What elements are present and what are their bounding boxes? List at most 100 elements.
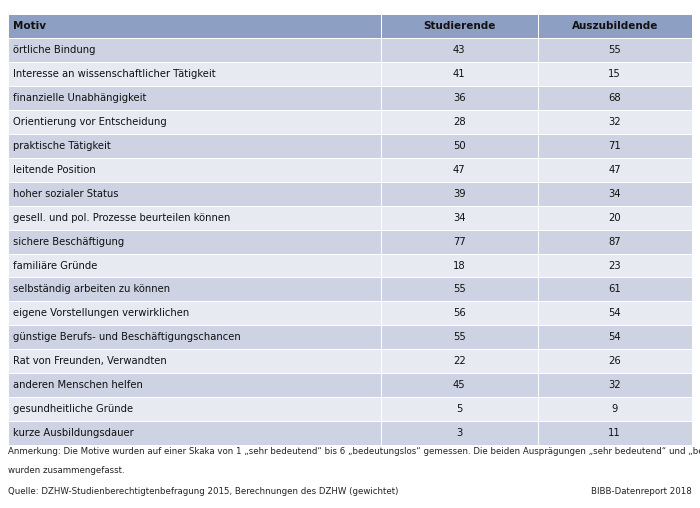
Bar — [538, 86, 692, 110]
Text: 3: 3 — [456, 428, 463, 438]
Text: hoher sozialer Status: hoher sozialer Status — [13, 188, 119, 199]
Text: Quelle: DZHW-Studienberechtigtenbefragung 2015, Berechnungen des DZHW (gewichtet: Quelle: DZHW-Studienberechtigtenbefragun… — [8, 487, 399, 496]
Text: 87: 87 — [608, 237, 621, 246]
Bar — [538, 350, 692, 373]
Text: örtliche Bindung: örtliche Bindung — [13, 45, 96, 55]
Text: Orientierung vor Entscheidung: Orientierung vor Entscheidung — [13, 117, 167, 127]
Bar — [8, 134, 381, 158]
Bar — [8, 421, 381, 445]
Text: 68: 68 — [608, 93, 621, 103]
Bar — [538, 277, 692, 301]
Bar — [381, 301, 538, 325]
Text: finanzielle Unabhängigkeit: finanzielle Unabhängigkeit — [13, 93, 147, 103]
Bar — [381, 373, 538, 397]
Text: 55: 55 — [453, 332, 466, 342]
Bar — [538, 253, 692, 277]
Text: familiäre Gründe: familiäre Gründe — [13, 261, 98, 271]
Bar — [381, 110, 538, 134]
Text: 32: 32 — [608, 380, 621, 390]
Text: 77: 77 — [453, 237, 466, 246]
Bar — [8, 110, 381, 134]
Bar — [538, 397, 692, 421]
Bar — [381, 421, 538, 445]
Text: 34: 34 — [453, 213, 466, 223]
Text: 45: 45 — [453, 380, 466, 390]
Text: 43: 43 — [453, 45, 466, 55]
Bar — [538, 373, 692, 397]
Bar — [538, 62, 692, 86]
Text: gesell. und pol. Prozesse beurteilen können: gesell. und pol. Prozesse beurteilen kön… — [13, 213, 231, 223]
Bar — [381, 206, 538, 230]
Text: 26: 26 — [608, 356, 621, 366]
Text: anderen Menschen helfen: anderen Menschen helfen — [13, 380, 144, 390]
Bar — [381, 14, 538, 38]
Bar — [538, 158, 692, 182]
Bar — [8, 182, 381, 206]
Text: 55: 55 — [453, 284, 466, 295]
Text: Auszubildende: Auszubildende — [572, 21, 658, 31]
Text: 11: 11 — [608, 428, 621, 438]
Text: 5: 5 — [456, 404, 463, 414]
Text: 36: 36 — [453, 93, 466, 103]
Bar — [538, 110, 692, 134]
Bar — [538, 182, 692, 206]
Text: 34: 34 — [608, 188, 621, 199]
Bar — [381, 230, 538, 253]
Bar — [381, 277, 538, 301]
Text: 15: 15 — [608, 69, 621, 79]
Bar — [381, 158, 538, 182]
Bar — [8, 373, 381, 397]
Bar — [381, 325, 538, 350]
Text: kurze Ausbildungsdauer: kurze Ausbildungsdauer — [13, 428, 134, 438]
Text: 20: 20 — [608, 213, 621, 223]
Bar — [8, 62, 381, 86]
Text: 50: 50 — [453, 141, 466, 151]
Text: 47: 47 — [608, 165, 621, 175]
Bar — [8, 350, 381, 373]
Text: 71: 71 — [608, 141, 621, 151]
Bar — [8, 14, 381, 38]
Bar — [538, 38, 692, 62]
Text: günstige Berufs- und Beschäftigungschancen: günstige Berufs- und Beschäftigungschanc… — [13, 332, 241, 342]
Bar — [381, 62, 538, 86]
Bar — [8, 277, 381, 301]
Bar — [8, 38, 381, 62]
Text: Rat von Freunden, Verwandten: Rat von Freunden, Verwandten — [13, 356, 167, 366]
Text: wurden zusammengefasst.: wurden zusammengefasst. — [8, 466, 125, 475]
Bar — [8, 86, 381, 110]
Bar — [381, 182, 538, 206]
Text: 55: 55 — [608, 45, 621, 55]
Text: Anmerkung: Die Motive wurden auf einer Skaka von 1 „sehr bedeutend“ bis 6 „bedeu: Anmerkung: Die Motive wurden auf einer S… — [8, 447, 700, 456]
Text: leitende Position: leitende Position — [13, 165, 96, 175]
Text: selbständig arbeiten zu können: selbständig arbeiten zu können — [13, 284, 170, 295]
Text: 9: 9 — [612, 404, 618, 414]
Text: gesundheitliche Gründe: gesundheitliche Gründe — [13, 404, 134, 414]
Bar — [538, 230, 692, 253]
Bar — [538, 325, 692, 350]
Bar — [8, 325, 381, 350]
Bar — [8, 397, 381, 421]
Bar — [8, 253, 381, 277]
Text: Motiv: Motiv — [13, 21, 46, 31]
Bar — [381, 397, 538, 421]
Text: Interesse an wissenschaftlicher Tätigkeit: Interesse an wissenschaftlicher Tätigkei… — [13, 69, 216, 79]
Text: 61: 61 — [608, 284, 621, 295]
Text: 54: 54 — [608, 308, 621, 319]
Text: BIBB-Datenreport 2018: BIBB-Datenreport 2018 — [591, 487, 692, 496]
Bar — [8, 230, 381, 253]
Text: 18: 18 — [453, 261, 466, 271]
Text: 54: 54 — [608, 332, 621, 342]
Bar — [381, 86, 538, 110]
Text: 41: 41 — [453, 69, 466, 79]
Bar — [538, 421, 692, 445]
Bar — [381, 38, 538, 62]
Bar — [538, 301, 692, 325]
Bar — [8, 301, 381, 325]
Bar — [8, 206, 381, 230]
Bar — [8, 158, 381, 182]
Bar — [538, 134, 692, 158]
Text: 23: 23 — [608, 261, 621, 271]
Text: 22: 22 — [453, 356, 466, 366]
Bar — [381, 134, 538, 158]
Bar — [538, 206, 692, 230]
